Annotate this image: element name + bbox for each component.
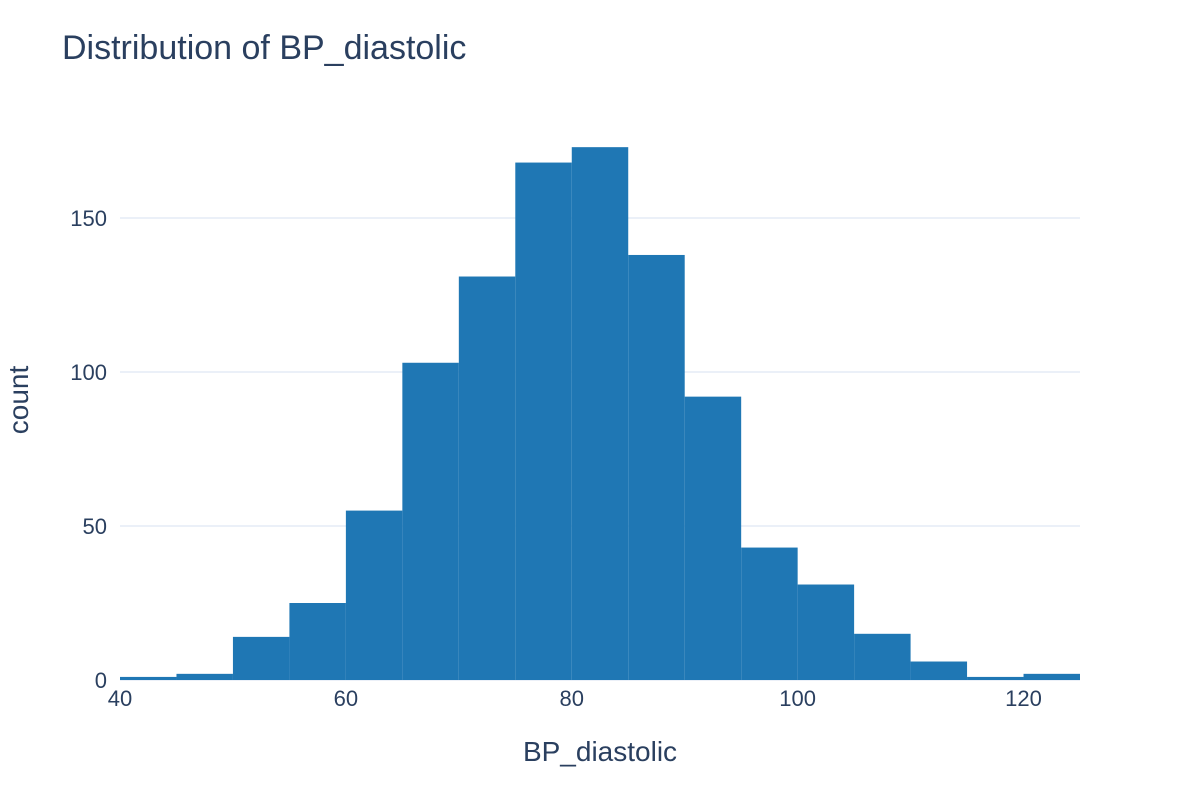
x-axis-ticks: 40 60 80 100 120 (108, 686, 1042, 711)
y-axis-title: count (3, 366, 34, 435)
histogram-bar (967, 676, 1024, 680)
y-tick-label: 150 (70, 206, 107, 231)
x-tick-label: 80 (560, 686, 584, 711)
y-tick-label: 0 (95, 668, 107, 693)
histogram-bar (684, 396, 742, 680)
histogram-bar (120, 676, 177, 680)
histogram-bar (1023, 673, 1080, 680)
histogram-bar (289, 603, 346, 680)
x-tick-label: 60 (334, 686, 358, 711)
y-tick-label: 100 (70, 360, 107, 385)
histogram-bar (797, 584, 855, 680)
x-tick-label: 120 (1005, 686, 1042, 711)
histogram-bar (458, 276, 516, 680)
histogram-bar (515, 162, 572, 680)
histogram-bar (628, 254, 685, 680)
x-tick-label: 40 (108, 686, 132, 711)
x-tick-label: 100 (779, 686, 816, 711)
histogram-bar (345, 510, 403, 680)
histogram-bar (910, 661, 968, 680)
histogram-bar (741, 547, 798, 680)
histogram-bar (176, 673, 233, 680)
y-tick-label: 50 (83, 514, 107, 539)
histogram-bar (402, 362, 459, 680)
y-axis-ticks: 0 50 100 150 (70, 206, 107, 693)
chart-title: Distribution of BP_diastolic (62, 29, 466, 67)
histogram-bars (120, 147, 1080, 680)
x-axis-title: BP_diastolic (523, 736, 677, 767)
histogram-bar (232, 636, 290, 680)
histogram-bar (854, 633, 911, 680)
histogram-bar (571, 147, 629, 680)
